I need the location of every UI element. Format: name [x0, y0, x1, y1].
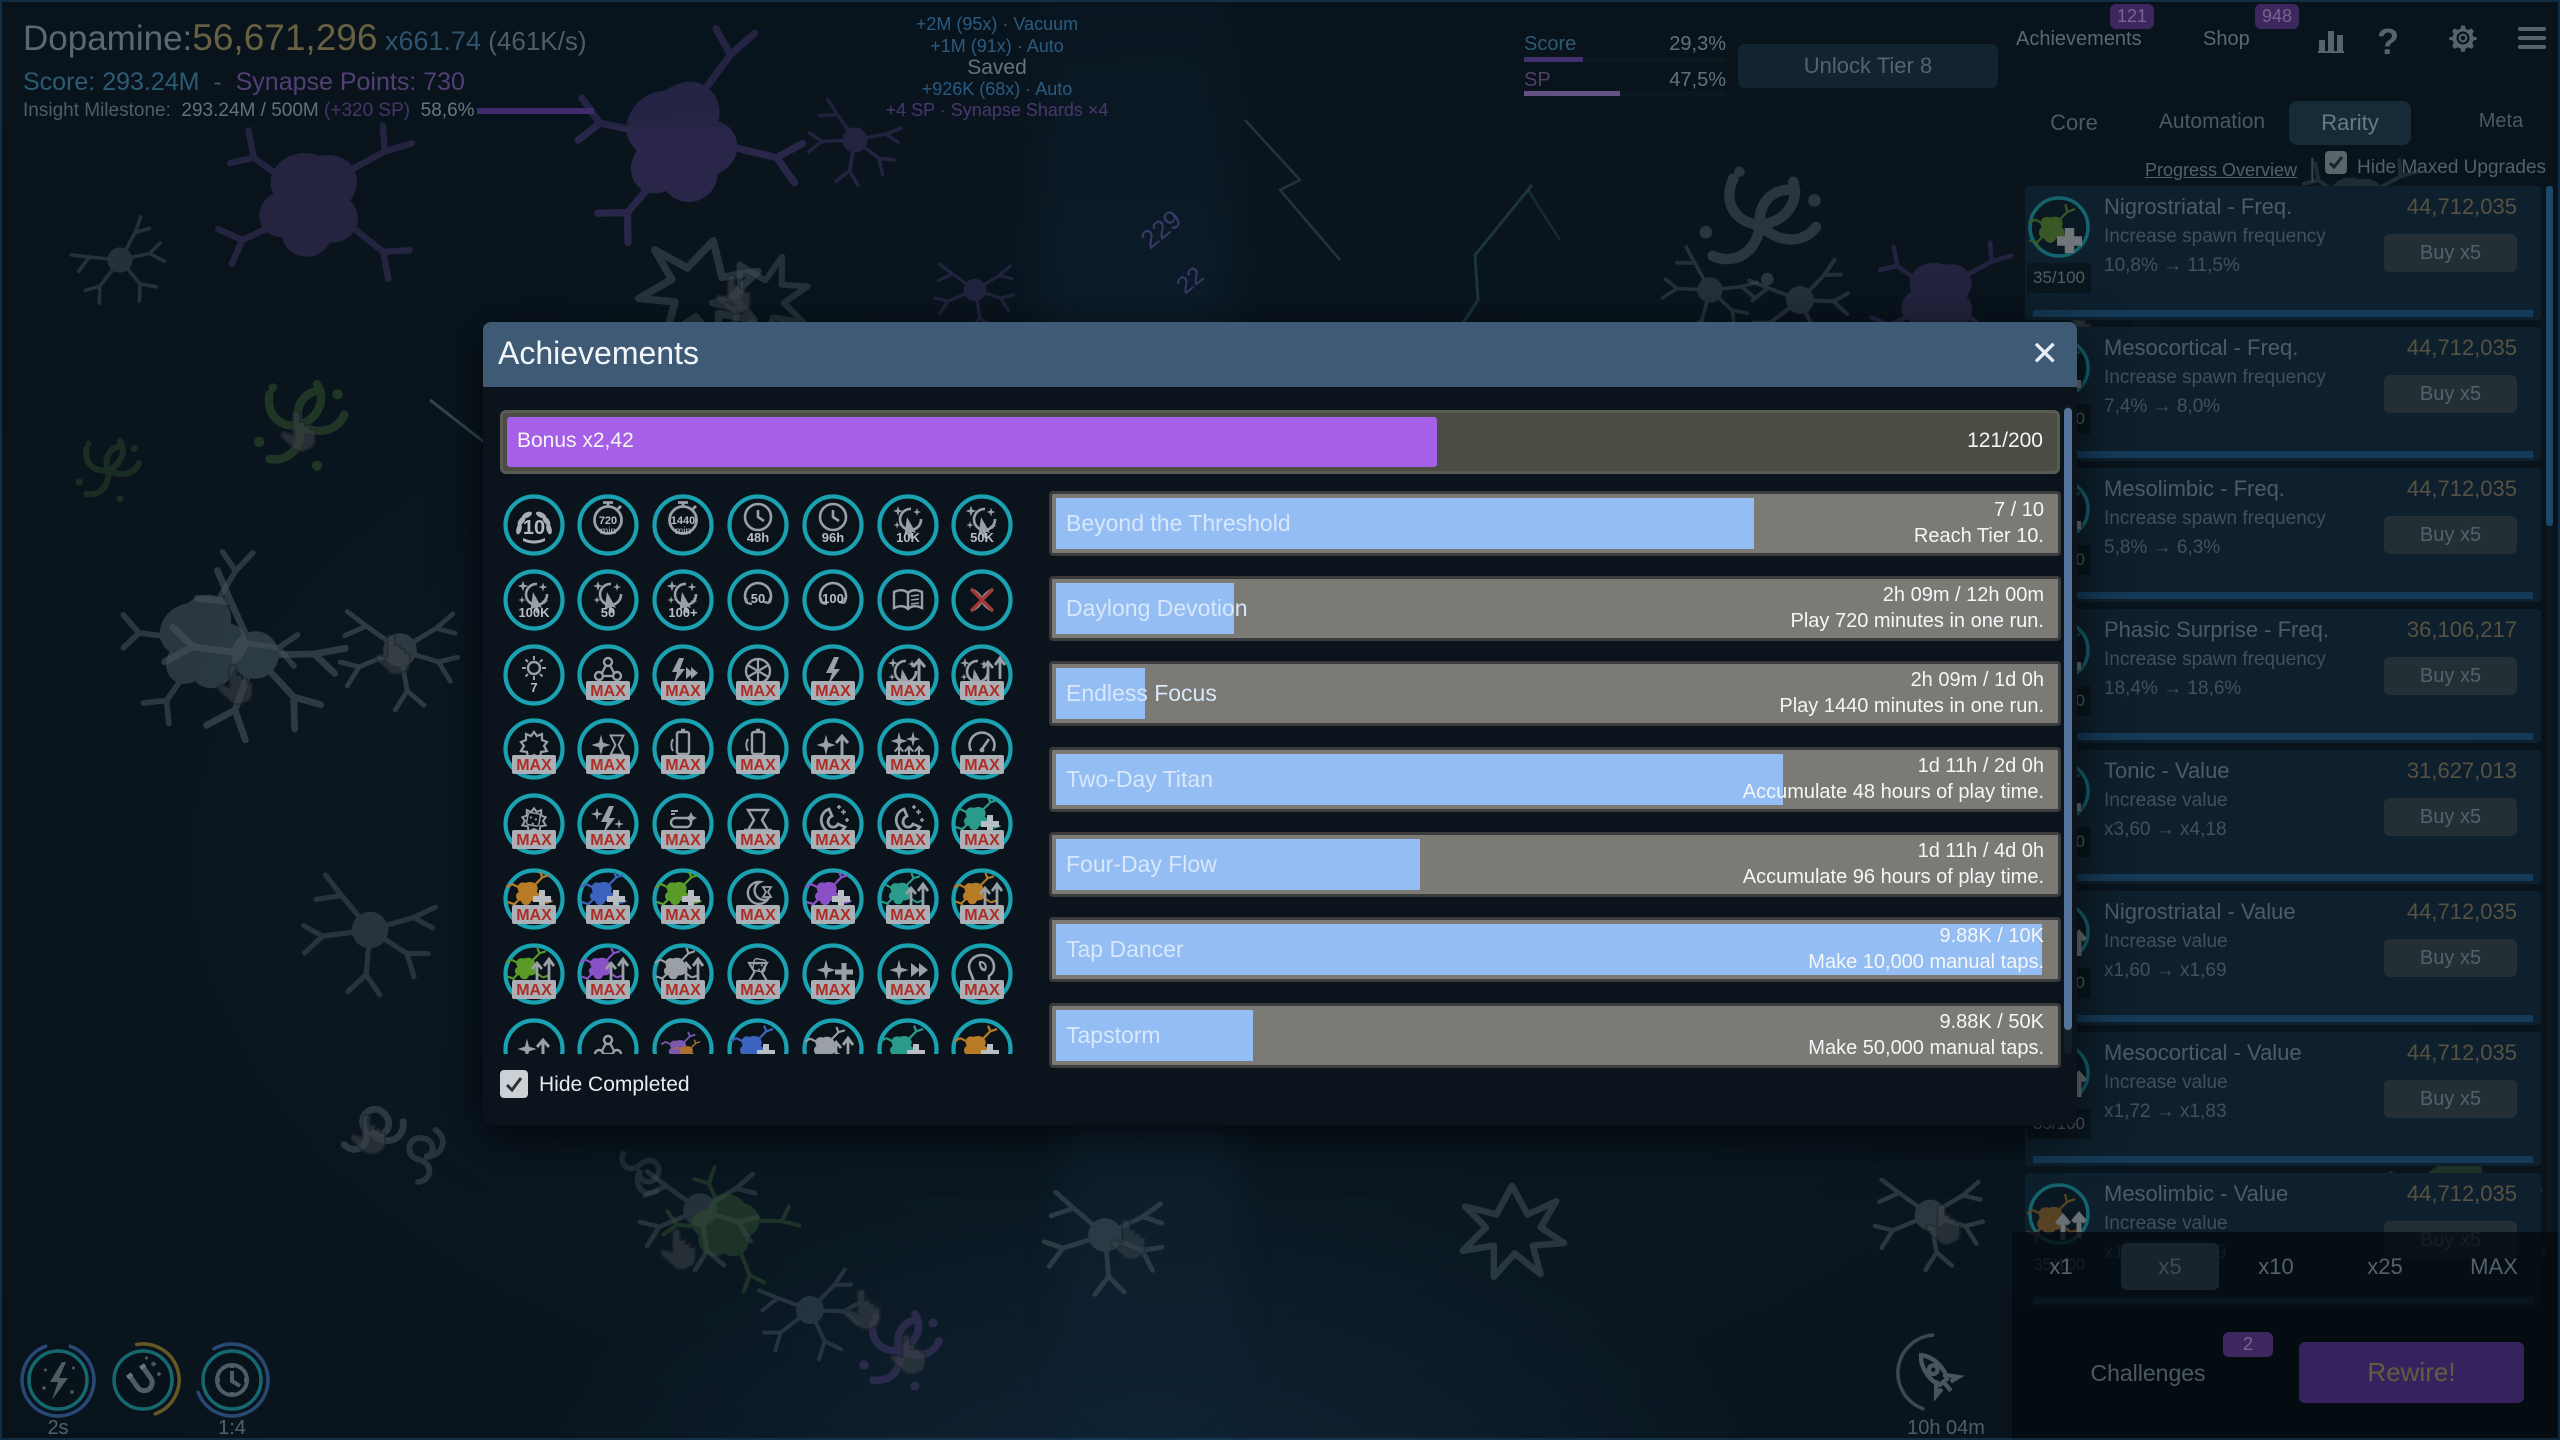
svg-text:MAX: MAX	[890, 982, 926, 999]
svg-text:50: 50	[751, 591, 765, 606]
svg-text:MAX: MAX	[890, 832, 926, 849]
svg-text:1440: 1440	[671, 515, 695, 527]
svg-text:MAX: MAX	[815, 757, 851, 774]
svg-text:MAX: MAX	[965, 832, 1001, 849]
svg-text:MAX: MAX	[965, 982, 1001, 999]
svg-text:MAX: MAX	[516, 757, 552, 774]
svg-text:MAX: MAX	[815, 832, 851, 849]
svg-text:720: 720	[599, 515, 617, 527]
svg-text:100+: 100+	[668, 605, 698, 620]
svg-text:MAX: MAX	[965, 907, 1001, 924]
svg-text:100: 100	[822, 591, 844, 606]
svg-text:MAX: MAX	[740, 982, 776, 999]
svg-text:MAX: MAX	[516, 832, 552, 849]
svg-text:MAX: MAX	[815, 907, 851, 924]
svg-text:MAX: MAX	[815, 683, 851, 700]
svg-text:MAX: MAX	[965, 683, 1001, 700]
svg-text:MAX: MAX	[740, 683, 776, 700]
svg-text:MAX: MAX	[740, 832, 776, 849]
svg-text:50K: 50K	[970, 530, 994, 545]
svg-text:MAX: MAX	[665, 683, 701, 700]
svg-text:96h: 96h	[821, 530, 843, 545]
svg-text:MAX: MAX	[740, 757, 776, 774]
svg-text:MAX: MAX	[591, 907, 627, 924]
svg-text:MAX: MAX	[591, 757, 627, 774]
svg-text:MAX: MAX	[665, 832, 701, 849]
svg-text:MAX: MAX	[665, 907, 701, 924]
svg-text:MAX: MAX	[516, 982, 552, 999]
svg-text:MAX: MAX	[890, 683, 926, 700]
svg-text:MAX: MAX	[740, 907, 776, 924]
svg-text:10: 10	[522, 517, 544, 539]
svg-text:MAX: MAX	[591, 982, 627, 999]
svg-text:7: 7	[530, 680, 537, 695]
svg-text:MAX: MAX	[591, 683, 627, 700]
svg-text:MAX: MAX	[815, 982, 851, 999]
svg-text:MAX: MAX	[890, 757, 926, 774]
svg-text:100K: 100K	[518, 605, 550, 620]
svg-text:MAX: MAX	[665, 982, 701, 999]
svg-text:min: min	[675, 526, 691, 537]
svg-text:50: 50	[601, 605, 615, 620]
svg-text:10K: 10K	[896, 530, 920, 545]
svg-text:MAX: MAX	[516, 907, 552, 924]
svg-text:MAX: MAX	[890, 907, 926, 924]
svg-text:MAX: MAX	[591, 832, 627, 849]
svg-text:min: min	[600, 526, 616, 537]
svg-text:48h: 48h	[747, 530, 769, 545]
svg-text:MAX: MAX	[965, 757, 1001, 774]
svg-text:MAX: MAX	[665, 757, 701, 774]
